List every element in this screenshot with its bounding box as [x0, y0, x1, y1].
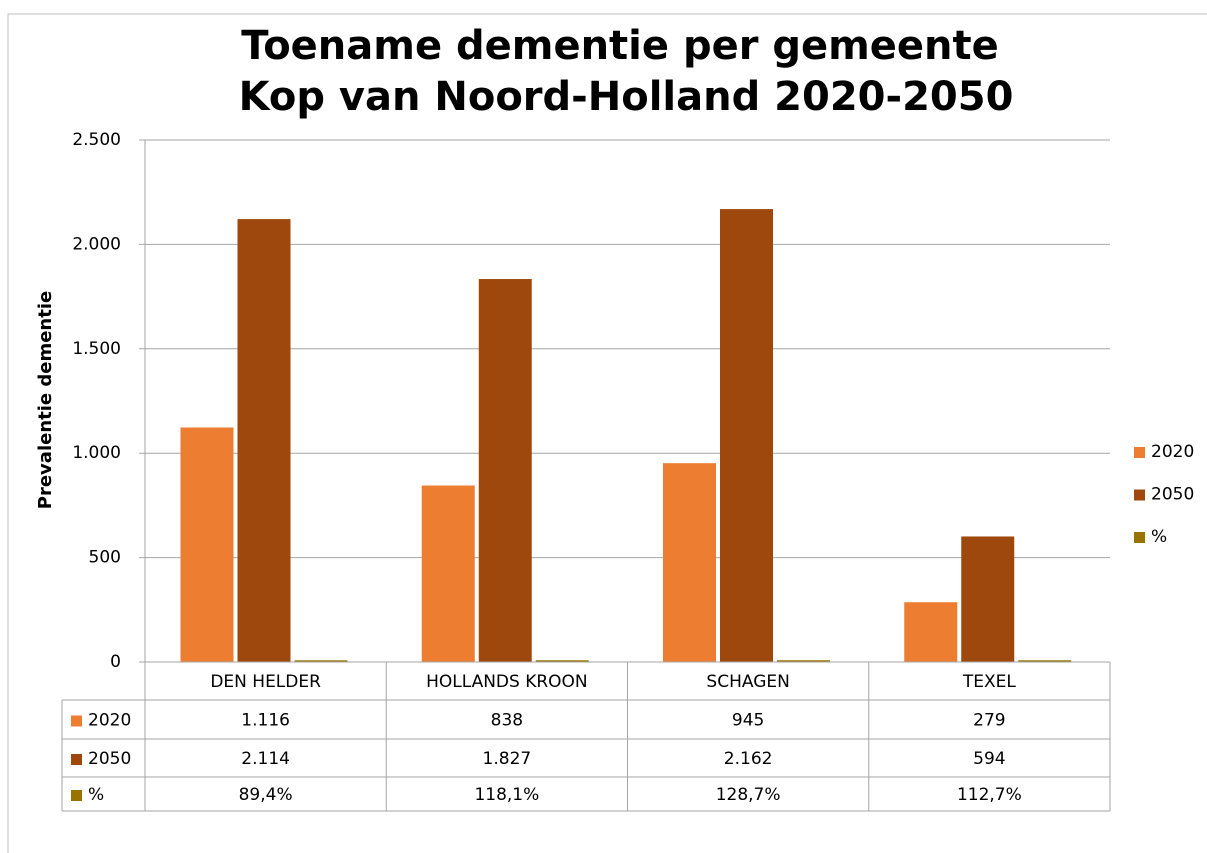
- y-tick-label: 1.500: [72, 339, 121, 359]
- legend-label: 2020: [1151, 442, 1194, 462]
- table-row-label: %: [88, 785, 104, 805]
- legend-key: [71, 790, 82, 801]
- y-tick-label: 500: [89, 548, 121, 568]
- table-cell: 2.114: [241, 749, 290, 769]
- x-tick-label: SCHAGEN: [706, 672, 789, 692]
- legend-label: %: [1151, 527, 1167, 547]
- x-tick-label: DEN HELDER: [210, 672, 321, 692]
- table-cell: 118,1%: [474, 785, 539, 805]
- bar: [663, 463, 716, 663]
- legend-key: [1134, 532, 1145, 543]
- table-cell: 838: [491, 711, 523, 731]
- chart-frame: [7, 13, 1207, 853]
- legend-key: [1134, 447, 1145, 458]
- legend-key: [71, 715, 82, 727]
- bar: [961, 536, 1015, 663]
- table-cell: 89,4%: [239, 785, 293, 805]
- bar: [720, 209, 773, 663]
- y-tick-label: 2.000: [72, 234, 121, 254]
- table-row-label: 2020: [88, 711, 131, 731]
- chart-title: Kop van Noord-Holland 2020-2050: [239, 74, 1014, 120]
- table-cell: 945: [732, 711, 764, 731]
- table-cell: 2.162: [724, 749, 773, 769]
- bar: [478, 279, 532, 663]
- table-row-label: 2050: [88, 749, 131, 769]
- x-tick-label: TEXEL: [962, 672, 1017, 692]
- y-tick-label: 0: [110, 652, 121, 672]
- table-cell: 1.827: [483, 749, 532, 769]
- y-tick-label: 2.500: [72, 130, 121, 150]
- table-cell: 1.116: [241, 711, 290, 731]
- table-cell: 594: [973, 749, 1005, 769]
- bar: [180, 427, 234, 663]
- y-tick-label: 1.000: [72, 443, 121, 463]
- y-axis-label: Prevalentie dementie: [35, 291, 56, 509]
- legend-key: [1134, 489, 1145, 501]
- x-tick-label: HOLLANDS KROON: [426, 672, 588, 692]
- chart-title: Toename dementie per gemeente: [241, 23, 999, 69]
- legend-label: 2050: [1151, 485, 1194, 505]
- legend-key: [71, 754, 82, 765]
- table-cell: 112,7%: [957, 785, 1022, 805]
- bar: [421, 485, 475, 663]
- table-cell: 128,7%: [716, 785, 781, 805]
- bar: [904, 602, 958, 663]
- table-cell: 279: [973, 711, 1005, 731]
- bar: [237, 219, 291, 663]
